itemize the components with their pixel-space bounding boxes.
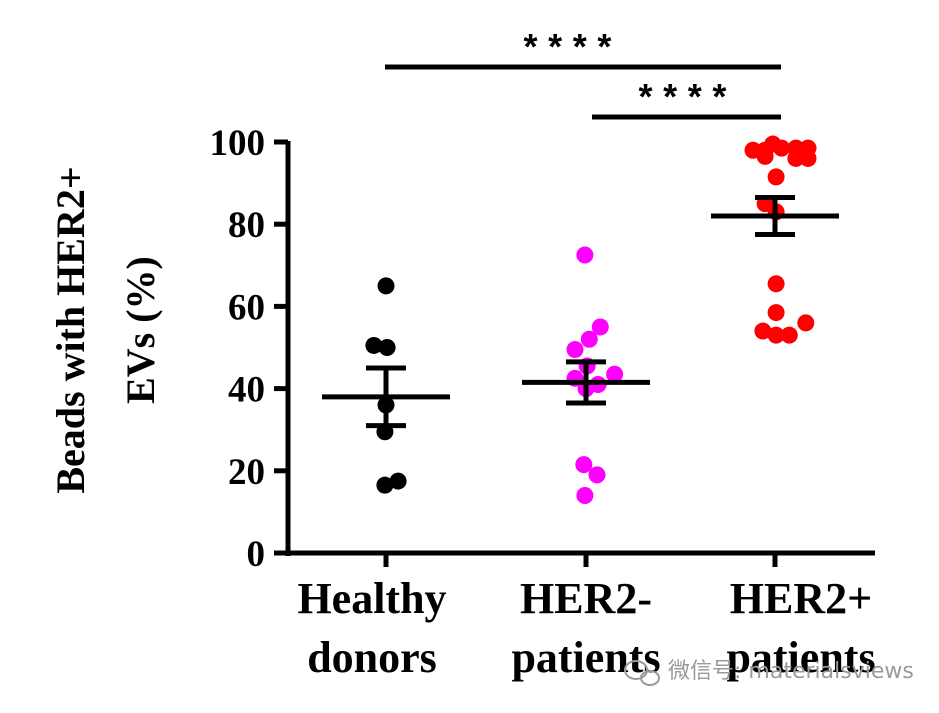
category-label-her2-neg-line-1: HER2- — [520, 574, 652, 623]
x-ticks — [383, 553, 778, 567]
significance-label-healthy-vs-her2-pos: **** — [520, 30, 618, 71]
y-tick-label-80: 80 — [228, 205, 265, 246]
y-axis-label: Beads with HER2+ EVs (%) — [48, 166, 163, 493]
category-label-her2-pos-line-2: patients — [726, 633, 875, 682]
significance-label-her2-neg-vs-her2-pos: **** — [635, 80, 733, 121]
y-tick-label-100: 100 — [210, 123, 266, 164]
data-point-2-17 — [780, 326, 798, 344]
y-axis-label-line-1: Beads with HER2+ — [48, 166, 93, 493]
data-point-2-14 — [797, 314, 815, 332]
data-point-1-1 — [591, 318, 609, 336]
data-point-0-1 — [365, 336, 383, 354]
y-axis-label-line-2: EVs (%) — [118, 256, 163, 404]
watermark: 微信号: materialsviews — [624, 659, 914, 686]
watermark-text: 微信号: materialsviews — [668, 659, 914, 684]
data-point-0-6 — [389, 472, 407, 490]
data-point-1-2 — [580, 330, 598, 348]
category-label-healthy-line-2: donors — [307, 633, 437, 682]
category-labels: Healthy donors HER2- patients HER2+ pati… — [297, 574, 875, 682]
data-point-1-10 — [588, 466, 606, 484]
data-point-2-13 — [767, 304, 785, 322]
category-label-her2-neg-line-2: patients — [511, 633, 660, 682]
data-point-1-9 — [575, 456, 593, 474]
category-label-her2-pos-line-1: HER2+ — [730, 574, 872, 623]
y-tick-label-20: 20 — [228, 452, 265, 493]
data-point-2-9 — [767, 168, 785, 186]
data-point-1-0 — [576, 246, 594, 264]
significance-annotations: **** **** — [385, 30, 781, 121]
y-tick-label-60: 60 — [228, 287, 265, 328]
y-tick-label-40: 40 — [228, 370, 265, 411]
data-point-2-7 — [787, 149, 805, 167]
data-point-2-12 — [767, 275, 785, 293]
data-point-2-8 — [799, 149, 817, 167]
y-tick-label-0: 0 — [247, 534, 266, 575]
wechat-icon — [624, 660, 660, 686]
data-point-1-5 — [606, 365, 624, 383]
data-points — [365, 135, 817, 504]
error-bars — [322, 194, 839, 429]
data-point-0-0 — [377, 277, 395, 295]
data-point-0-5 — [376, 476, 394, 494]
data-point-2-6 — [756, 147, 774, 165]
data-point-2-3 — [773, 139, 791, 157]
y-ticks: 0 20 40 60 80 100 — [210, 123, 288, 575]
data-point-1-3 — [566, 341, 584, 359]
data-point-2-16 — [767, 326, 785, 344]
data-point-0-2 — [378, 339, 396, 356]
data-point-1-11 — [576, 486, 594, 504]
data-point-2-15 — [754, 322, 772, 340]
category-label-healthy-line-1: Healthy — [297, 574, 446, 623]
